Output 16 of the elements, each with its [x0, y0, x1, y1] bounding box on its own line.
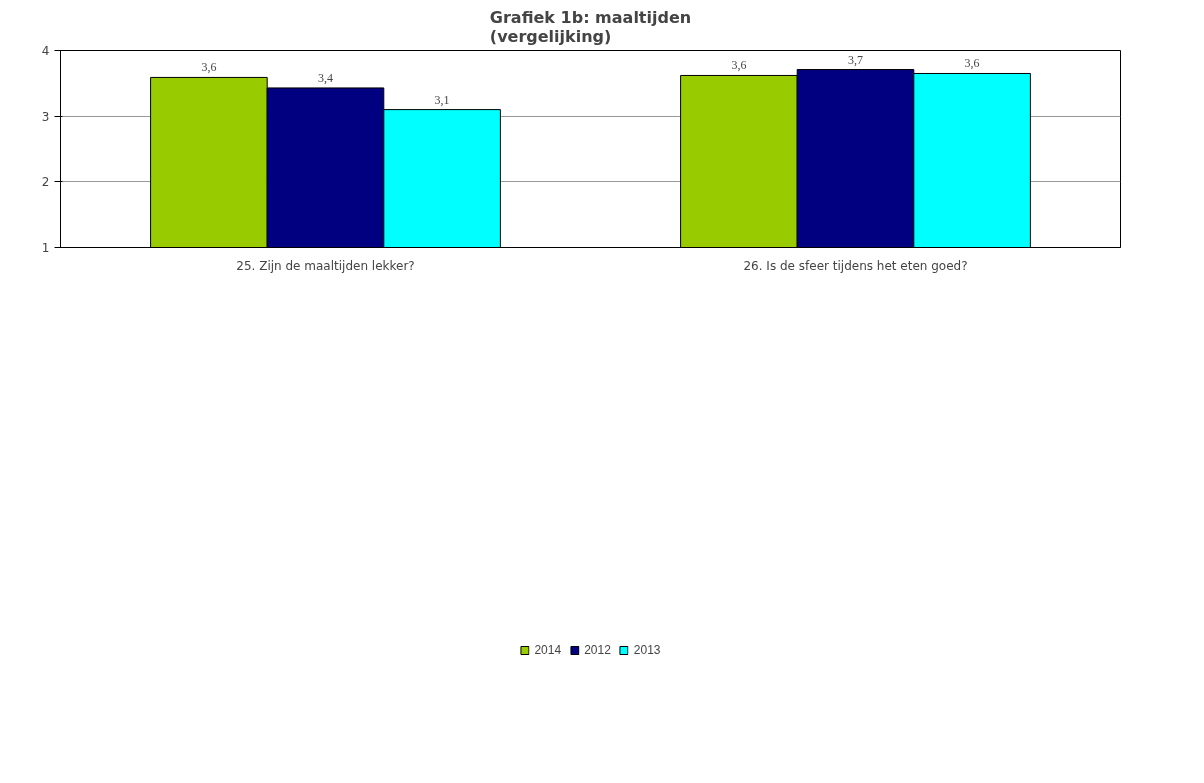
legend-label: 2014 [534, 642, 562, 657]
data-label: 3,6 [964, 56, 980, 71]
x-tick-label: 25. Zijn de maaltijden lekker? [236, 258, 415, 273]
y-tick-label: 3 [41, 109, 50, 124]
chart-title: Grafiek 1b: maaltijden (vergelijking) [489, 7, 692, 46]
data-label: 3,6 [731, 58, 747, 73]
legend-label: 2013 [633, 642, 661, 657]
y-tick-label: 4 [41, 44, 50, 58]
data-label: 3,4 [318, 70, 333, 85]
data-label: 3,6 [201, 60, 217, 75]
data-label: 3,1 [434, 92, 450, 107]
y-tick-label: 2 [41, 175, 50, 190]
data-label: 3,7 [848, 52, 863, 67]
legend-label: 2012 [584, 642, 611, 657]
x-tick-label: 26. Is de sfeer tijdens het eten goed? [743, 258, 968, 273]
y-tick-label: 1 [41, 241, 50, 255]
